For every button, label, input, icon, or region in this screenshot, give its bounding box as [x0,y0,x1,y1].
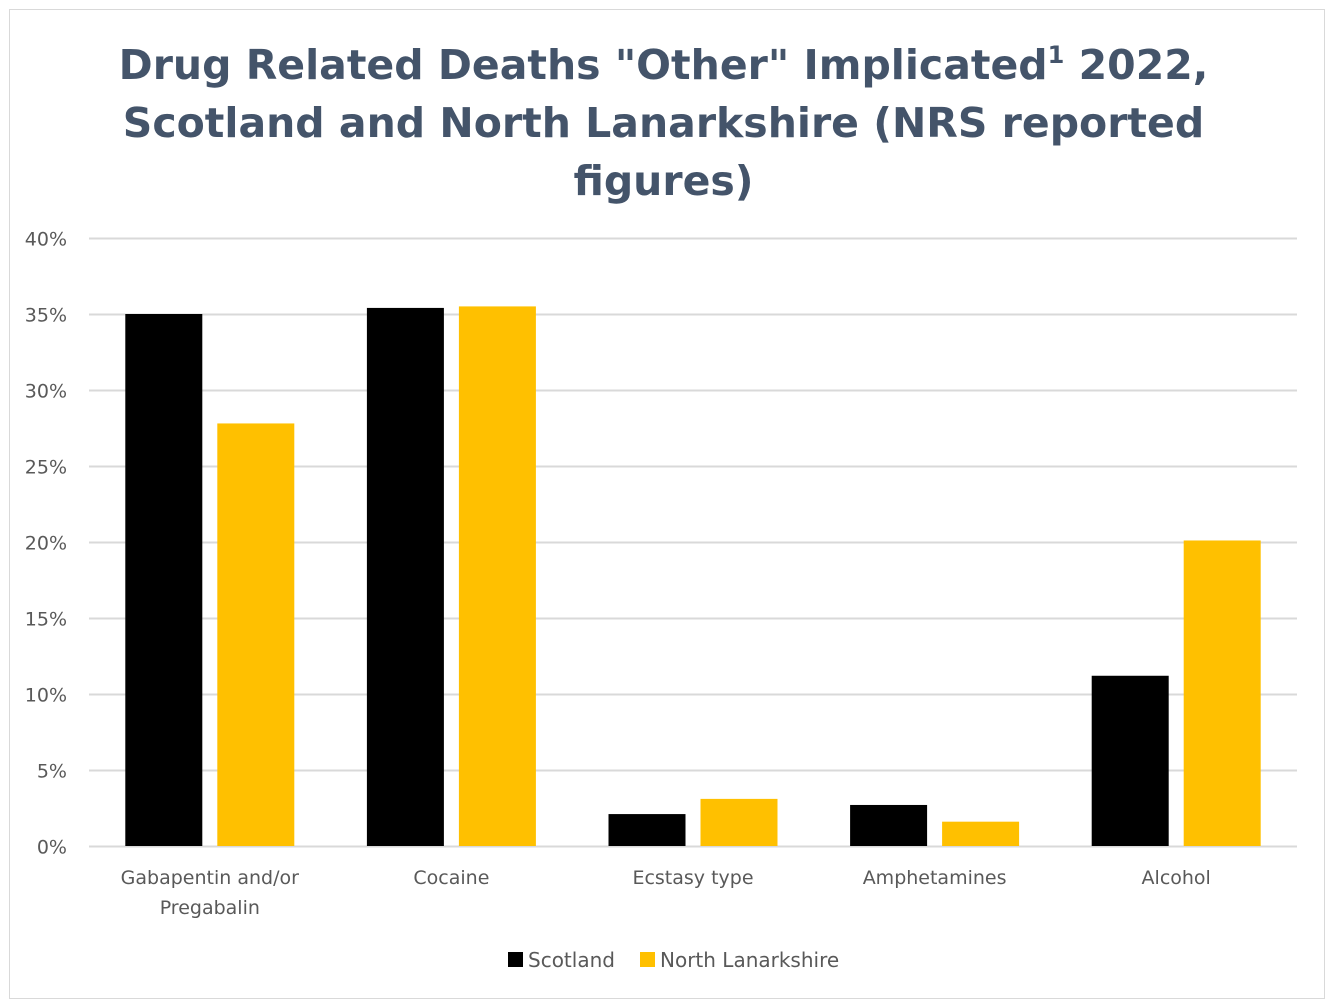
y-tick-label: 35% [25,305,67,327]
x-category-label: Ecstasy type [632,867,753,889]
chart-title-footnote-marker: 1 [1047,41,1065,69]
chart-title-line-3: figures) [573,157,754,205]
y-axis-ticks: 0% 5% 10% 15% 20% 25% 30% 35% 40% [25,229,67,859]
y-tick-label: 40% [25,229,67,251]
bar-scotland [125,314,203,846]
y-tick-label: 0% [37,837,67,859]
y-tick-label: 10% [25,685,67,707]
chart-title-year: 2022, [1064,41,1209,89]
legend-swatch [508,952,523,967]
x-category-label: Gabapentin and/or [121,867,299,889]
y-tick-label: 20% [25,533,67,555]
bar-scotland [850,804,928,846]
x-category-label: Alcohol [1142,867,1211,889]
y-tick-label: 5% [37,761,67,783]
chart-title: Drug Related Deaths "Other" Implicated1 … [0,36,1327,210]
bar-scotland [1091,675,1169,846]
bars [125,306,1261,846]
x-axis-labels: Gabapentin and/or Pregabalin Cocaine Ecstas… [121,867,1211,919]
bar-scotland [608,814,686,846]
bar-scotland [366,307,444,846]
x-category-label: Cocaine [413,867,489,889]
x-category-label: Amphetamines [863,867,1007,889]
y-tick-label: 25% [25,457,67,479]
legend: Scotland North Lanarkshire [508,948,839,972]
legend-label: Scotland [528,948,615,972]
x-category-label: Pregabalin [160,897,260,919]
y-tick-label: 30% [25,381,67,403]
bar-north-lanarkshire [217,423,295,846]
y-tick-label: 15% [25,609,67,631]
bar-north-lanarkshire [1183,540,1261,846]
chart-title-line-1: Drug Related Deaths "Other" Implicated1 … [0,36,1327,94]
legend-swatch [640,952,655,967]
bar-north-lanarkshire [942,821,1020,846]
chart-title-text: Drug Related Deaths "Other" Implicated [118,41,1048,89]
bar-north-lanarkshire [458,306,536,846]
chart-title-line-2: Scotland and North Lanarkshire (NRS repo… [122,99,1205,147]
legend-label: North Lanarkshire [660,948,839,972]
bar-north-lanarkshire [700,798,778,846]
